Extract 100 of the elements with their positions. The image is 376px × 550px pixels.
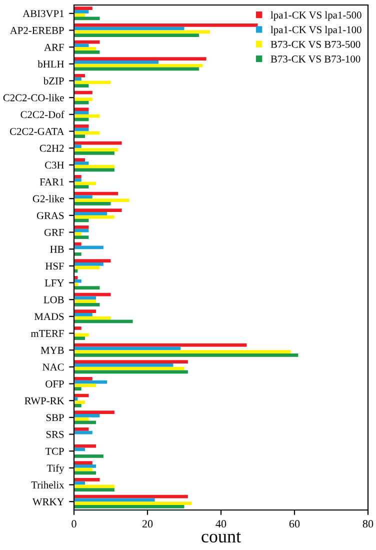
bar (74, 252, 82, 256)
bar (74, 185, 89, 188)
legend-label: B73-CK VS B73-100 (270, 56, 360, 63)
bar (74, 44, 89, 48)
y-tick-label: GRF (44, 228, 64, 236)
bar (74, 360, 188, 364)
bar (74, 296, 96, 300)
bar (74, 175, 82, 178)
bar (74, 162, 89, 165)
bar (74, 114, 100, 118)
bar (74, 148, 118, 152)
bar (74, 111, 89, 114)
legend-label: B73-CK VS B73-500 (270, 40, 360, 48)
bar (74, 134, 86, 138)
y-tick-label: G2-like (32, 194, 64, 202)
bar (74, 128, 89, 132)
y-tick-label: NAC (42, 364, 64, 371)
bar (74, 310, 96, 314)
bar (74, 108, 89, 112)
bar (74, 246, 104, 250)
y-tick-label: RWP-RK (24, 397, 64, 404)
bar (74, 430, 92, 434)
bar (74, 400, 86, 404)
bar (74, 346, 181, 350)
bar (74, 484, 114, 488)
bar (74, 286, 100, 290)
bar (74, 13, 86, 17)
y-tick-label: OFP (46, 380, 64, 388)
y-tick-label: bZIP (43, 77, 64, 84)
bar (74, 50, 100, 54)
y-tick-label: Tify (46, 464, 64, 474)
bar (74, 64, 203, 68)
bar (74, 326, 82, 330)
bar (74, 387, 82, 390)
y-tick-label: TCP (45, 448, 64, 455)
y-tick-label: HB (50, 246, 64, 253)
bar (74, 6, 92, 10)
x-tick-label: 60 (289, 520, 300, 528)
bar (74, 504, 184, 508)
x-tick-label: 20 (142, 520, 153, 528)
bar (74, 151, 114, 155)
y-tick-label: ABI3VP1 (22, 10, 64, 18)
bar (74, 124, 89, 128)
bar (74, 384, 96, 388)
bar (74, 464, 96, 468)
y-tick-label: SBP (46, 414, 64, 422)
bar (74, 144, 82, 148)
bar (74, 478, 100, 482)
y-tick-label: mTERF (30, 330, 64, 337)
y-tick-label: C3H (45, 162, 64, 169)
bar (74, 266, 100, 270)
bar (74, 198, 130, 202)
bar (74, 202, 111, 206)
bar (74, 336, 86, 340)
bar (74, 80, 111, 84)
bar (74, 353, 298, 357)
bar (74, 26, 184, 30)
bar (74, 24, 258, 27)
bar (74, 302, 100, 306)
bar (74, 279, 82, 283)
bar (74, 448, 86, 452)
bar (74, 215, 114, 219)
y-tick-label: GRAS (36, 212, 64, 220)
bar (74, 212, 108, 216)
bar (74, 10, 89, 14)
bar (74, 164, 114, 168)
bar (74, 404, 82, 408)
bar (74, 57, 206, 61)
bar (74, 498, 155, 502)
bar (74, 34, 199, 37)
x-tick-label: 40 (216, 520, 226, 528)
bar (74, 428, 89, 431)
bar (74, 236, 89, 239)
bar (74, 100, 89, 104)
bar (74, 502, 192, 505)
bar (74, 454, 104, 458)
y-tick-label: bHLH (38, 60, 64, 68)
y-tick-label: FAR1 (40, 178, 64, 186)
bar (74, 414, 100, 418)
y-tick-label: C2H2 (40, 144, 64, 152)
bar (74, 84, 89, 88)
bar (74, 178, 82, 182)
y-tick-label: MADS (34, 313, 64, 320)
bar (74, 468, 92, 472)
bar (74, 461, 92, 465)
bar (74, 60, 159, 64)
bar (74, 74, 86, 78)
x-axis-title: count (202, 532, 241, 543)
bar (74, 417, 89, 421)
y-tick-label: AP2-EREBP (10, 26, 64, 34)
y-tick-label: LOB (44, 296, 64, 304)
y-tick-label: WRKY (32, 498, 64, 506)
y-tick-label: ARF (44, 44, 64, 51)
bar (74, 208, 122, 212)
y-tick-label: LFY (44, 280, 64, 286)
bar (74, 228, 89, 232)
bar (74, 350, 291, 354)
y-tick-label: MYB (40, 346, 64, 354)
bar (74, 300, 96, 303)
x-tick-label: 80 (362, 520, 374, 528)
